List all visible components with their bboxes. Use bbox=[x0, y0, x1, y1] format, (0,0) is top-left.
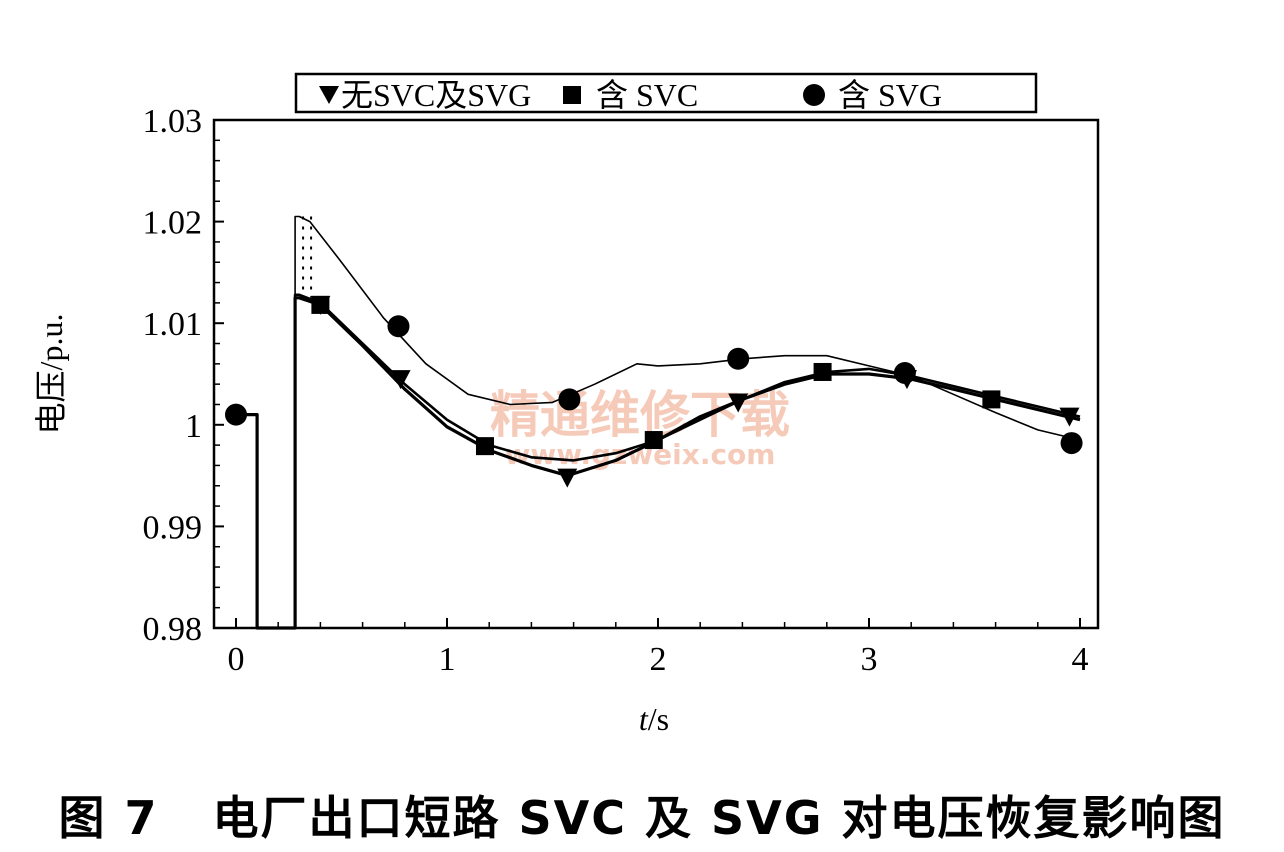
series-2-marker bbox=[225, 403, 247, 426]
legend-marker-square bbox=[563, 86, 581, 104]
x-axis-label: t/s bbox=[639, 701, 669, 737]
series-2-marker bbox=[558, 388, 581, 411]
series-2-marker bbox=[1060, 432, 1083, 455]
legend-entry-series-1: 含 SVC bbox=[563, 77, 698, 113]
series-2-marker bbox=[893, 361, 916, 384]
x-tick-label: 3 bbox=[861, 641, 878, 678]
plot-frame bbox=[212, 118, 1100, 630]
x-tick-label: 4 bbox=[1072, 641, 1089, 678]
legend-entry-series-2: 含 SVG bbox=[803, 77, 942, 113]
x-axis-label-unit: /s bbox=[648, 701, 669, 737]
axis-ticks: 0 1 2 3 4 0.98 0.99 1 1.01 1.02 1.03 bbox=[143, 103, 1089, 678]
series-1-marker bbox=[311, 295, 330, 314]
x-tick-label: 0 bbox=[228, 641, 245, 678]
y-tick-label: 1 bbox=[185, 408, 202, 445]
legend-label-series-1: 含 SVC bbox=[596, 77, 698, 113]
x-tick-label: 1 bbox=[439, 641, 456, 678]
series-2-marker bbox=[727, 347, 750, 370]
legend-label-series-2: 含 SVG bbox=[838, 77, 942, 113]
x-axis-label-var: t bbox=[639, 701, 649, 737]
series-1-marker bbox=[813, 362, 832, 381]
voltage-recovery-chart: 无SVC及SVG 含 SVC 含 SVG 0 1 2 3 4 0.98 0.99 1 1.01 1… bbox=[33, 72, 1100, 737]
series-2-marker bbox=[387, 315, 410, 338]
series-1-marker bbox=[475, 437, 494, 456]
series-layer bbox=[225, 215, 1083, 630]
y-tick-label: 0.98 bbox=[143, 611, 203, 648]
x-tick-label: 2 bbox=[650, 641, 667, 678]
y-axis-label: 电压/p.u. bbox=[33, 314, 69, 435]
legend-box bbox=[294, 72, 1038, 114]
y-tick-label: 1.03 bbox=[143, 103, 203, 140]
series-1-marker bbox=[644, 431, 663, 450]
legend: 无SVC及SVG 含 SVC 含 SVG bbox=[294, 72, 1038, 114]
figure-caption: 图 7 电厂出口短路 SVC 及 SVG 对电压恢复影响图 bbox=[58, 791, 1226, 845]
legend-label-series-0: 无SVC及SVG bbox=[341, 77, 531, 113]
series-0-marker bbox=[557, 468, 578, 488]
legend-marker-circle bbox=[803, 84, 825, 106]
y-tick-label: 1.01 bbox=[143, 306, 203, 343]
watermark-url: www.gzweix.com bbox=[505, 438, 776, 471]
legend-entry-series-0: 无SVC及SVG bbox=[319, 77, 531, 113]
legend-marker-triangle-down bbox=[319, 86, 339, 104]
series-1-marker bbox=[982, 390, 1001, 409]
y-tick-label: 0.99 bbox=[143, 509, 203, 546]
y-tick-label: 1.02 bbox=[143, 205, 203, 242]
